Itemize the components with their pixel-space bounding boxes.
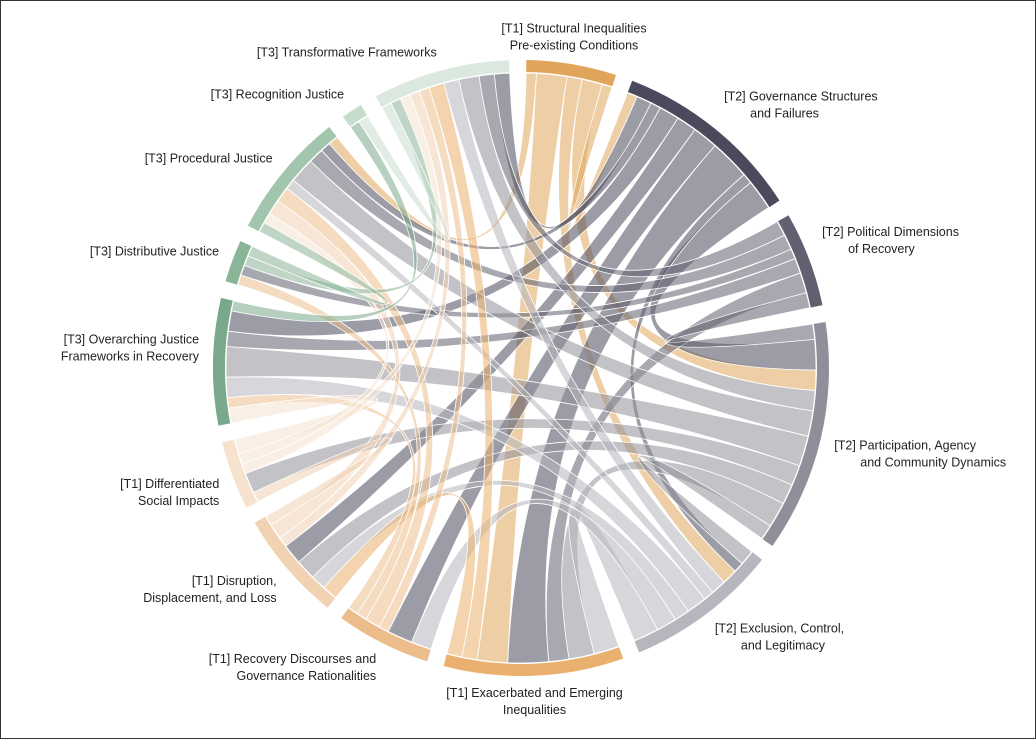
group-label: [T2] Governance Structures: [724, 89, 878, 103]
group-label: [T1] Recovery Discourses and: [209, 652, 376, 666]
ribbon: [411, 498, 676, 650]
group-arc: [627, 80, 780, 208]
group-arc: [526, 60, 616, 87]
group-label: [T1] Structural Inequalities: [501, 22, 646, 36]
group-label: [T2] Exclusion, Control,: [715, 621, 844, 635]
group-label: [T3] Overarching Justice: [64, 333, 200, 347]
ribbon: [358, 102, 450, 241]
group-label: and Legitimacy: [741, 638, 826, 652]
group-label: Frameworks in Recovery: [61, 350, 200, 364]
arcs: [212, 60, 829, 676]
ribbon: [665, 292, 816, 348]
group-arc: [634, 552, 763, 653]
ribbons: [225, 72, 817, 664]
group-label: [T1] Differentiated: [120, 477, 219, 491]
group-label: Governance Rationalities: [237, 669, 377, 683]
group-label: [T2] Participation, Agency: [834, 439, 976, 453]
ribbon: [231, 120, 418, 323]
group-label: and Community Dynamics: [860, 456, 1006, 470]
group-arc: [341, 608, 431, 662]
ribbon: [228, 394, 378, 455]
group-label: Pre-existing Conditions: [510, 39, 639, 53]
group-label: of Recovery: [848, 242, 915, 256]
group-label: [T1] Disruption,: [192, 574, 277, 588]
group-label: [T1] Exacerbated and Emerging: [446, 686, 623, 700]
labels: [T1] Structural Inequalities Pre-existing…: [61, 22, 1006, 717]
ribbon: [247, 222, 390, 306]
group-arc: [254, 516, 336, 608]
group-arc: [443, 647, 624, 676]
group-label: [T3] Transformative Frameworks: [257, 46, 437, 60]
ribbon: [253, 437, 393, 526]
group-label: Displacement, and Loss: [143, 591, 276, 605]
group-label: [T3] Procedural Justice: [145, 151, 273, 165]
group-arc: [375, 60, 510, 107]
group-arc: [212, 297, 233, 426]
group-label: [T3] Recognition Justice: [211, 87, 344, 101]
group-label: and Failures: [750, 106, 819, 120]
group-arc: [225, 241, 252, 285]
group-arc: [342, 104, 368, 127]
ribbon: [237, 274, 422, 620]
group-arc: [762, 322, 829, 547]
group-arc: [778, 215, 823, 308]
ribbon: [637, 455, 771, 565]
group-label: Inequalities: [503, 703, 566, 717]
group-label: Social Impacts: [138, 494, 219, 508]
group-arc: [247, 127, 337, 232]
group-label: [T3] Distributive Justice: [90, 244, 219, 258]
group-label: [T2] Political Dimensions: [822, 225, 959, 239]
group-arc: [222, 439, 258, 508]
